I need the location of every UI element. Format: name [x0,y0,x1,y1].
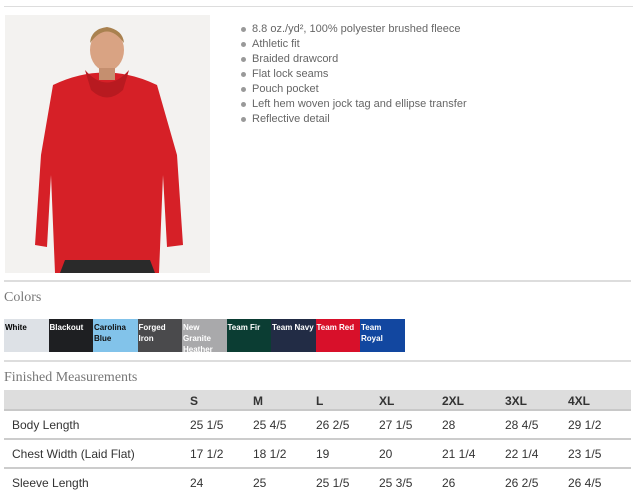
size-header: 3XL [505,390,568,411]
size-header: 4XL [568,390,631,411]
row-label: Chest Width (Laid Flat) [4,439,190,469]
colors-heading: Colors [4,290,42,305]
feature-item: Pouch pocket [240,82,467,97]
table-row: Body Length 25 1/5 25 4/5 26 2/5 27 1/5 28 28 … [4,410,631,440]
color-swatch[interactable]: Team Royal [360,319,405,352]
feature-item: Athletic fit [240,37,467,52]
color-swatch[interactable]: Team Fir [226,319,271,352]
row-label: Body Length [4,410,190,440]
measurement-cell: 25 1/5 [316,476,350,490]
feature-item: 8.8 oz./yd², 100% polyester brushed flee… [240,22,467,37]
measurement-cell: 27 1/5 [379,410,442,440]
measurement-cell: 26 [442,476,456,490]
feature-list: 8.8 oz./yd², 100% polyester brushed flee… [240,22,467,127]
feature-item: Left hem woven jock tag and ellipse tran… [240,97,467,112]
measurement-cell: 26 2/5 [316,410,379,440]
product-image [5,15,210,273]
measurement-cell: 20 [379,439,442,469]
color-swatches: White Blackout Carolina Blue Forged Iron New… [4,319,405,354]
measurement-cell: 28 [442,410,505,440]
row-label: Sleeve Length [12,476,89,490]
size-header: XL [379,390,442,411]
header-blank [4,390,190,411]
color-swatch[interactable]: White [4,319,49,352]
measurement-cell: 22 1/4 [505,439,568,469]
measurements-heading: Finished Measurements [4,370,138,385]
feature-item: Reflective detail [240,112,467,127]
measurement-cell: 18 1/2 [253,439,316,469]
measurement-cell: 21 1/4 [442,439,505,469]
measurement-cell: 25 3/5 [379,476,413,490]
measurement-cell: 19 [316,439,379,469]
divider [4,6,633,7]
color-swatch[interactable]: Blackout [48,319,93,352]
measurement-cell: 17 1/2 [190,439,253,469]
size-header: M [253,390,316,411]
measurement-cell: 25 1/5 [190,410,253,440]
divider [4,360,631,362]
color-swatch[interactable]: Team Red [315,319,360,352]
color-swatch[interactable]: Team Navy [271,319,316,352]
measurement-cell: 26 2/5 [505,476,539,490]
size-header: S [190,390,253,411]
measurement-cell: 23 1/5 [568,439,631,469]
measurement-cell: 24 [190,476,204,490]
table-row: Sleeve Length 24 25 25 1/5 25 3/5 26 26 2/5 26 … [4,468,631,497]
size-header: L [316,390,379,411]
measurements-table: S M L XL 2XL 3XL 4XL Body Length 25 1/5 25 4/5 26… [4,390,631,497]
feature-item: Flat lock seams [240,67,467,82]
divider [4,280,631,282]
measurement-cell: 26 4/5 [568,476,602,490]
measurement-cell: 25 4/5 [253,410,316,440]
measurement-cell: 25 [253,476,267,490]
color-swatch[interactable]: Carolina Blue [93,319,138,352]
measurement-cell: 29 1/2 [568,410,631,440]
color-swatch[interactable]: New Granite Heather [182,319,227,354]
size-header: 2XL [442,390,505,411]
color-swatch[interactable]: Forged Iron [137,319,182,352]
table-header: S M L XL 2XL 3XL 4XL [4,390,631,411]
measurement-cell: 28 4/5 [505,410,568,440]
feature-item: Braided drawcord [240,52,467,67]
table-row: Chest Width (Laid Flat) 17 1/2 18 1/2 19 20 2… [4,439,631,469]
